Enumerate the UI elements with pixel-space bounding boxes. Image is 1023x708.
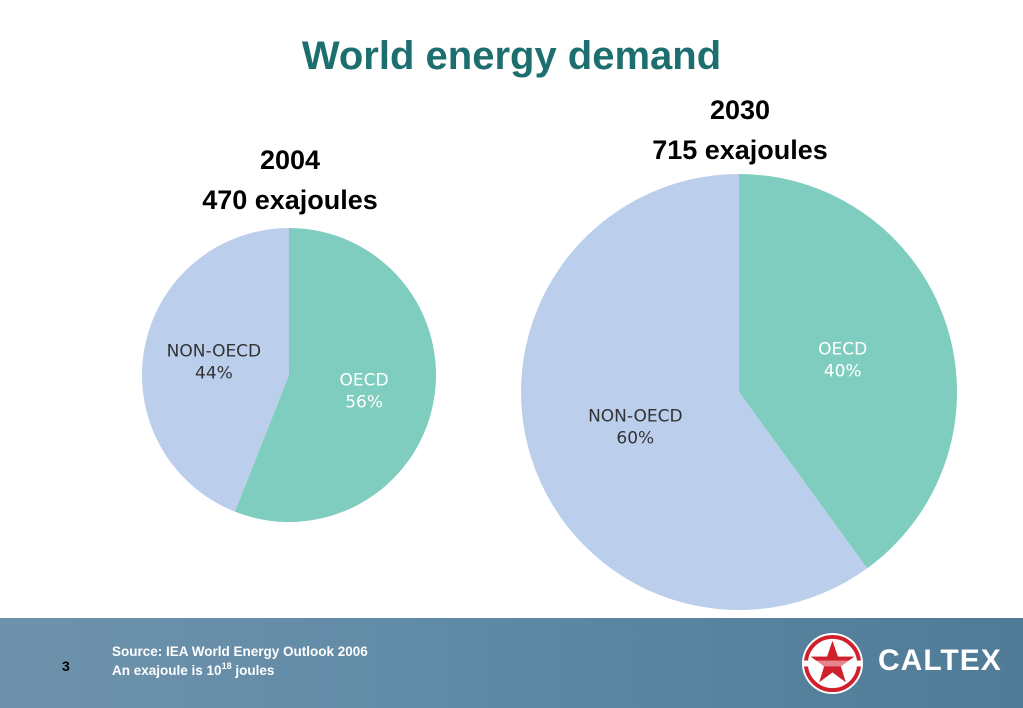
pie-2004-label-oecd: OECD [340,370,389,390]
pie-2030-slice-non-oecd [521,174,868,610]
pie-2030-pct-non-oecd: 60% [616,429,654,449]
pie-2030-header: 2030 715 exajoules [590,90,890,170]
caltex-logo-text: CALTEX [878,644,1002,677]
page-title: World energy demand [301,34,722,78]
pie-2004-pct-oecd: 56% [345,392,383,412]
exajoule-note-suffix: joules [231,663,275,678]
exajoule-note-prefix: An exajoule is 10 [112,663,222,678]
footer-notes: Source: IEA World Energy Outlook 2006 An… [112,642,368,680]
caltex-star-icon [801,632,864,695]
pie-2004-slice-oecd [234,228,436,522]
pie-2030-label-non-oecd: NON-OECD [588,407,683,427]
pie-2004-total: 470 exajoules [202,185,378,215]
pie-2030-pct-oecd: 40% [824,361,862,381]
pie-2030-slice-oecd [739,174,957,569]
source-note: Source: IEA World Energy Outlook 2006 [112,644,368,659]
pie-2004-header: 2004 470 exajoules [150,140,430,220]
exajoule-note-exponent: 18 [221,661,232,671]
pie-2030-label-oecd: OECD [818,339,867,359]
pie-2030-year: 2030 [709,95,771,125]
pie-2004-pct-non-oecd: 44% [195,364,233,384]
pie-2030-total: 715 exajoules [652,135,828,165]
pie-2004-year: 2004 [259,145,321,175]
pie-2004-slice-non-oecd [142,228,289,512]
page-number: 3 [62,658,70,674]
exajoule-note: An exajoule is 1018 joules [112,661,368,680]
pie-2004-label-non-oecd: NON-OECD [167,342,262,362]
footer-bar: 3 Source: IEA World Energy Outlook 2006 … [0,618,1023,708]
